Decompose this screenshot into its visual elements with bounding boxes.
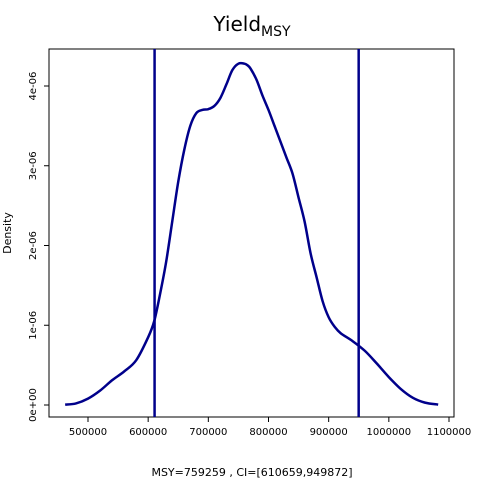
series-layer: [65, 61, 439, 406]
y-tick-label: 4e-06: [28, 72, 39, 101]
x-axis-label: MSY=759259 , CI=[610659,949872]: [151, 466, 352, 479]
x-axis: 500000 600000 700000 800000 900000 1000000 110…: [69, 417, 471, 438]
plot-frame: [48, 48, 455, 418]
x-tick-label: 800000: [249, 427, 287, 438]
y-tick-label: 1e-06: [28, 311, 39, 340]
chart-title-main: Yield: [212, 12, 261, 36]
density-curve: [65, 61, 439, 406]
y-axis-label: Density: [1, 212, 14, 254]
x-tick-label: 500000: [69, 427, 107, 438]
x-tick-label: 1100000: [427, 427, 472, 438]
y-tick-label: 0e+00: [28, 388, 39, 422]
chart-title-subscript: MSY: [261, 24, 291, 40]
chart-title: YieldMSY: [212, 12, 291, 40]
y-tick-label: 2e-06: [28, 231, 39, 260]
y-axis: 0e+00 1e-06 2e-06 3e-06 4e-06: [28, 72, 49, 422]
x-tick-label: 900000: [310, 427, 348, 438]
ci-lines: [153, 49, 360, 417]
x-tick-label: 600000: [129, 427, 167, 438]
y-tick-label: 3e-06: [28, 151, 39, 180]
x-tick-label: 700000: [189, 427, 227, 438]
x-tick-label: 1000000: [367, 427, 412, 438]
